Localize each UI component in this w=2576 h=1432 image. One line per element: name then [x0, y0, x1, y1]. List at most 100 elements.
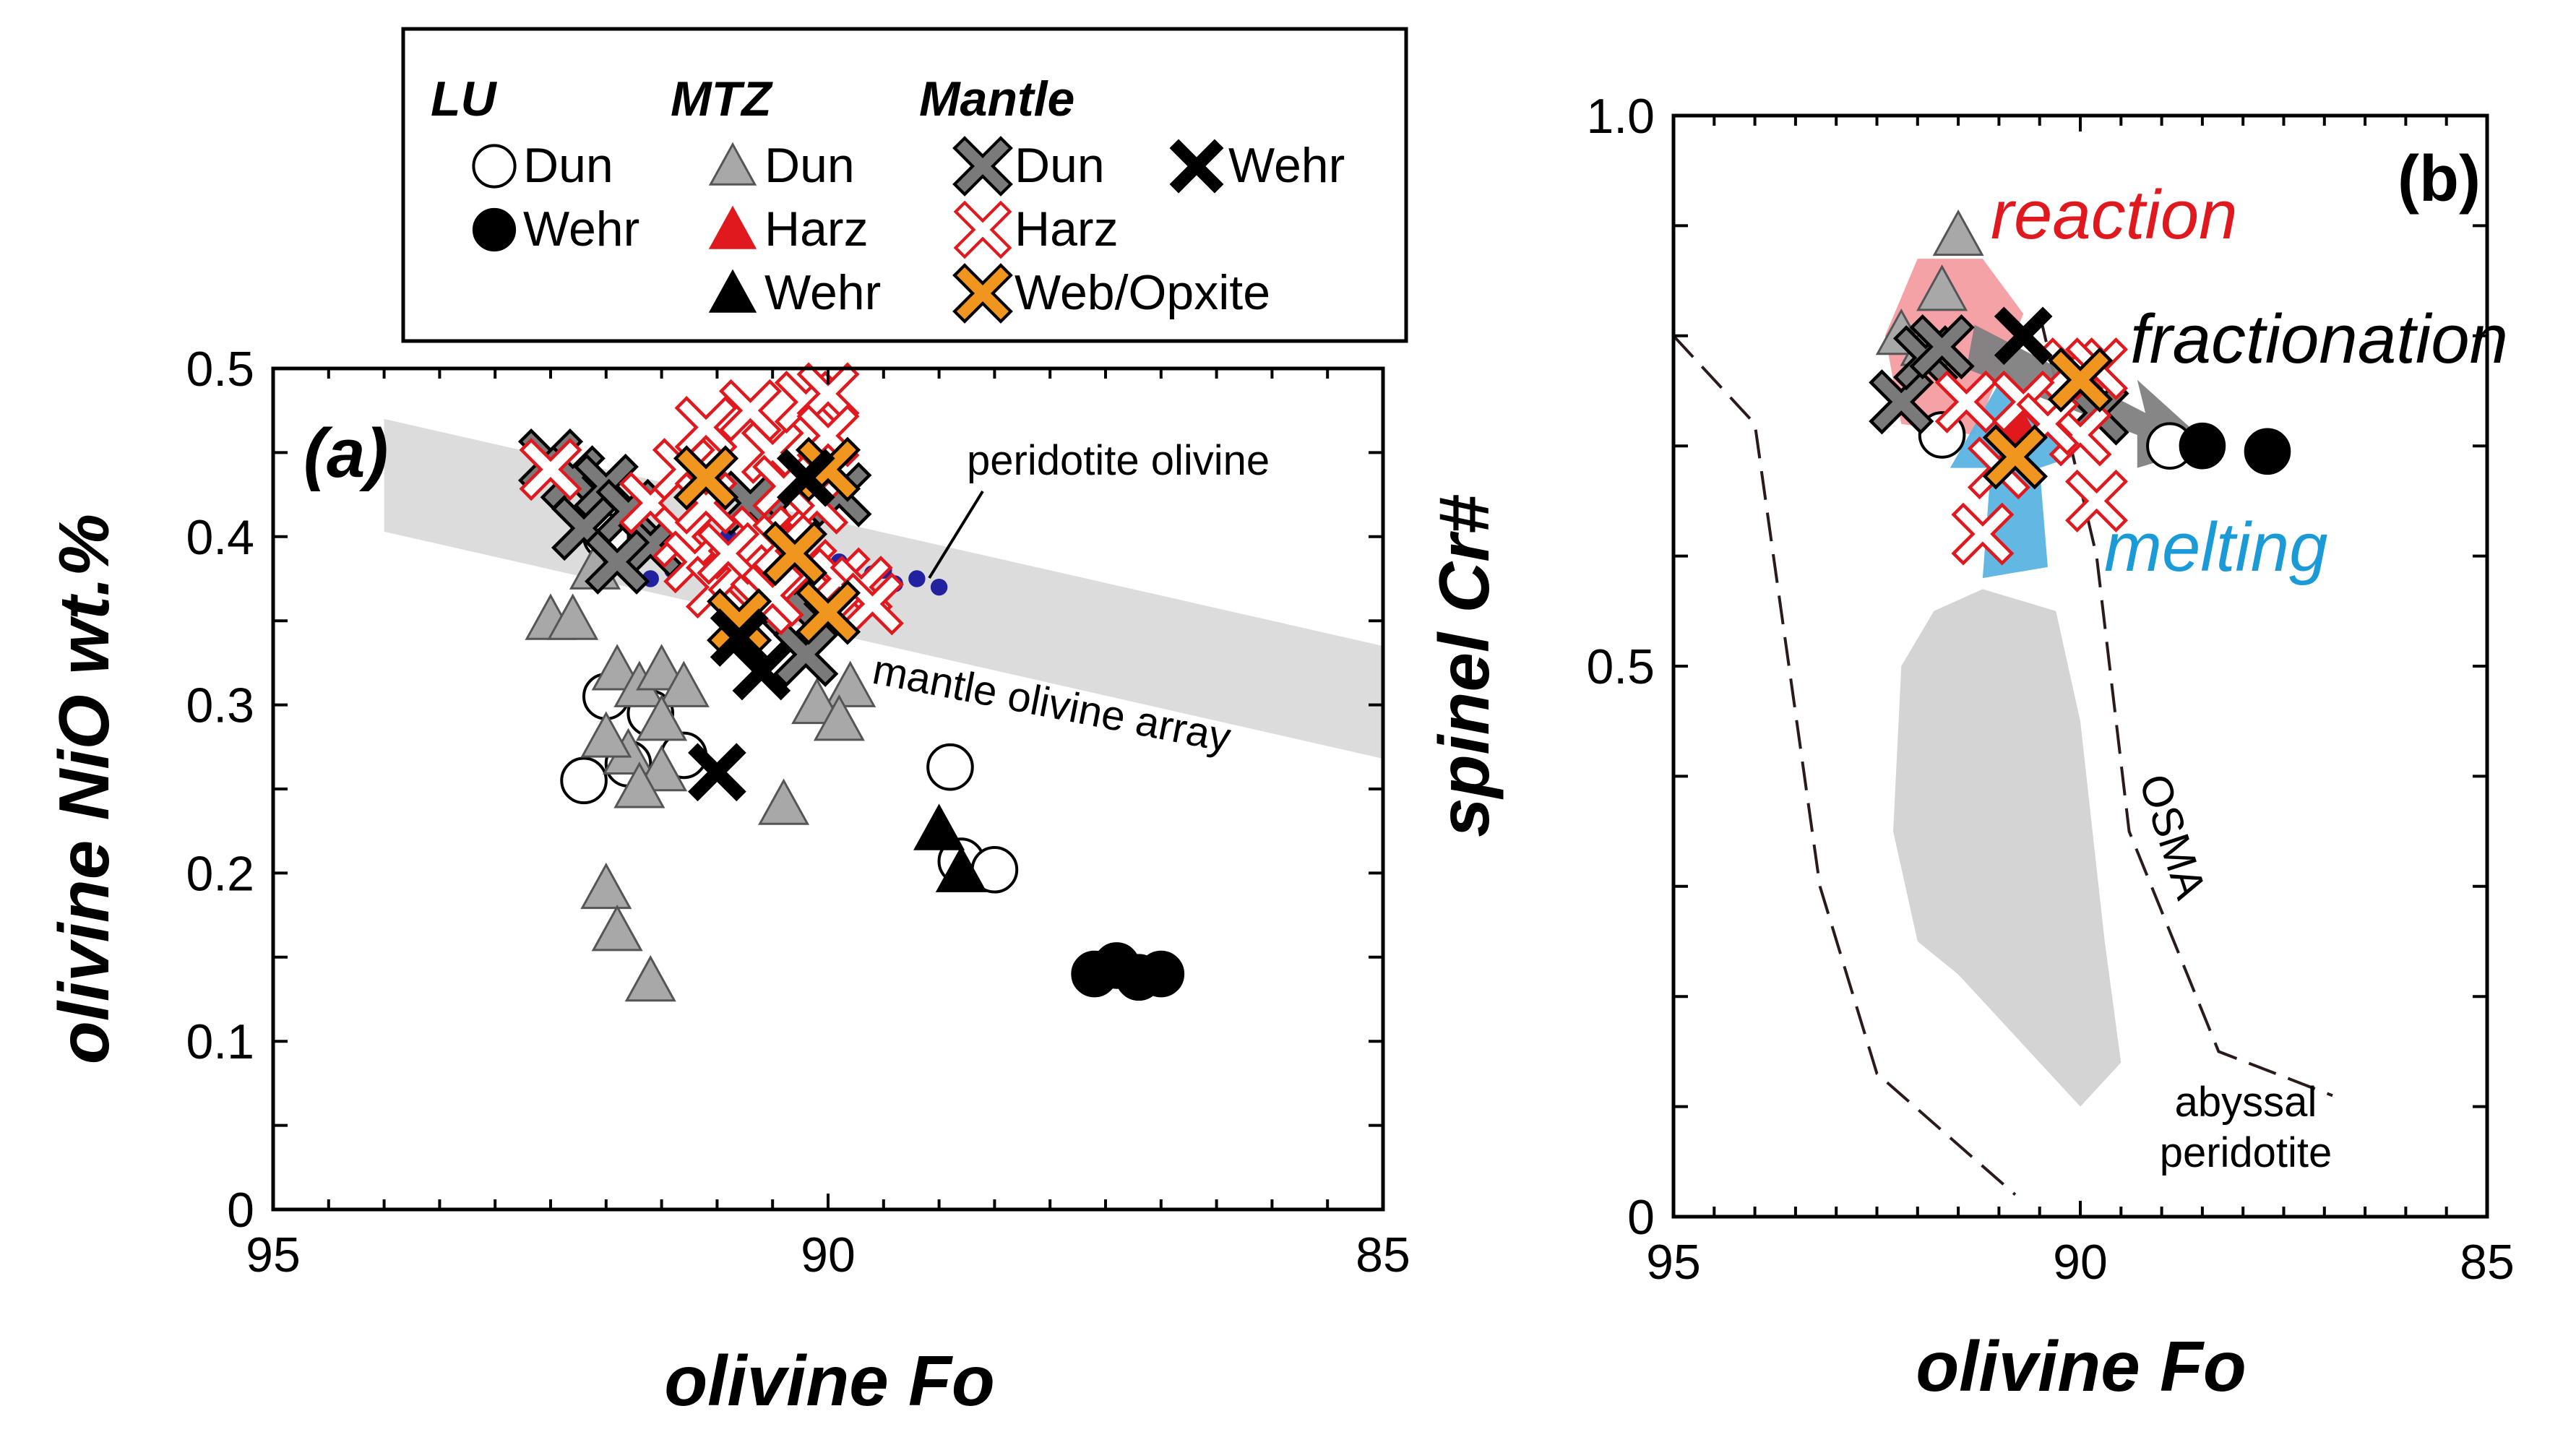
legend-marker-1-2: [708, 269, 757, 313]
legend-marker-0-1: [472, 207, 517, 252]
legend-marker-0-0: [472, 144, 517, 189]
panel-b-ytick-label: 0.5: [1586, 639, 1655, 694]
panel-a-point-triangle-gray-1: [547, 593, 599, 640]
osma-left-boundary: [1672, 335, 2017, 1196]
panel-a-point-x-orange-2: [762, 520, 828, 587]
panel-a-point-x-black-0: [776, 448, 835, 507]
panel-a-point-x-gray-11-stroke: [777, 626, 835, 683]
panel-b-point-x-red-open-0-stroke: [1939, 375, 1994, 429]
panel-a-ylabel: olivine NiO wt.%: [44, 514, 124, 1064]
panel-b-point-x-red-open-7-stroke: [1955, 506, 2010, 561]
panel-a: 95 90 85 0 0.1 0.2 0.3 0.4 0.5 (a) peridotite ol…: [44, 342, 1410, 1420]
panel-a-xtick-label: 95: [246, 1228, 301, 1282]
panel-b-point-circle-filled-1: [2244, 428, 2291, 475]
panel-a-point-triangle-gray-9: [580, 711, 632, 758]
legend-marker-2-2: [952, 263, 1013, 324]
panel-b-xtick-label: 85: [2460, 1235, 2515, 1290]
legend-mtz-harz: Harz: [764, 202, 869, 256]
panel-a-point-circle-open-3: [560, 756, 608, 805]
panel-a-point-x-gray-6-stroke: [589, 533, 645, 590]
panel-b-points: [1869, 209, 2291, 566]
panel-a-label: (a): [303, 415, 388, 492]
legend-marker-1-0: [708, 142, 757, 186]
panel-a-point-x-red-open-18-stroke: [812, 551, 866, 606]
panel-b-xlabel: olivine Fo: [1916, 1327, 2246, 1406]
panel-a-xtick-label: 90: [801, 1228, 856, 1282]
panel-a-point-x-red-open-3: [674, 395, 738, 459]
panel-b-point-x-red-open-0: [1934, 370, 1998, 434]
panel-b-point-x-black-0: [1994, 306, 2053, 366]
legend-mtz-dun: Dun: [764, 138, 855, 193]
panel-b-point-x-red-open-7: [1951, 502, 2015, 566]
panel-a-point-x-orange-4-stroke: [800, 584, 856, 641]
panel-a-point-triangle-gray-14: [813, 694, 865, 741]
melting-label: melting: [2104, 509, 2327, 586]
panel-b-point-x-orange-1-stroke: [1987, 428, 2043, 486]
panel-a-point-triangle-gray-17: [591, 905, 643, 952]
panel-a-ytick-label: 0.1: [186, 1014, 254, 1069]
panel-a-point-x-orange-2-stroke: [767, 525, 823, 582]
osma-right-boundary: [2038, 313, 2333, 1097]
panel-b-ylabel: spinel Cr#: [1424, 495, 1504, 837]
panel-a-point-circle-filled-3: [1137, 950, 1185, 998]
panel-a-ticks: 95 90 85 0 0.1 0.2 0.3 0.4 0.5: [186, 342, 1410, 1282]
legend-marker-2-2-stroke: [957, 267, 1009, 319]
panel-a-point-x-red-open-21: [697, 522, 760, 585]
panel-a-point-dot-blue-12: [908, 570, 926, 587]
panel-a-point-triangle-gray-8: [613, 762, 665, 808]
panel-a-ytick-label: 0.5: [186, 342, 254, 397]
panel-b-ytick-label: 1.0: [1586, 89, 1655, 144]
legend-mantle-dun: Dun: [1015, 138, 1105, 193]
panel-b-point-x-orange-0-stroke: [2052, 352, 2108, 408]
peridotite-olivine-leader: [928, 490, 984, 579]
panel-a-point-x-red-open-0-stroke: [523, 442, 578, 496]
panel-a-point-x-gray-11: [773, 621, 839, 687]
legend-marker-2-3: [1169, 139, 1224, 194]
reaction-label: reaction: [1991, 176, 2238, 254]
panel-a-point-x-black-2: [732, 642, 791, 701]
panel-a-ytick-label: 0.2: [186, 846, 254, 901]
panel-b-point-x-gray-2: [1909, 314, 1975, 380]
panel-a-point-x-red-open-22-stroke: [845, 577, 900, 631]
panel-a-point-x-red-open-7-stroke: [801, 366, 856, 421]
osma-label: OSMA: [2130, 768, 2215, 905]
panel-a-point-x-red-open-7: [796, 362, 860, 426]
legend-marker-2-0: [952, 136, 1013, 197]
panel-a-point-triangle-gray-7: [636, 744, 688, 792]
panel-a-points: [517, 362, 1185, 1002]
panel-a-point-x-black-2-stroke: [732, 642, 791, 701]
abyssal-peridotite-region: [1893, 589, 2121, 1107]
panel-a-point-x-red-open-22: [840, 572, 904, 636]
legend-mantle-webopx: Web/Opxite: [1015, 265, 1270, 320]
panel-a-point-x-red-open-0: [519, 438, 582, 501]
legend-marker-1-1: [708, 205, 757, 249]
panel-b-point-x-red-open-6-stroke: [2069, 474, 2124, 528]
legend-marker-2-1: [953, 200, 1012, 259]
panel-b-point-x-black-0-stroke: [1994, 306, 2053, 366]
panel-a-ytick-label: 0: [227, 1183, 254, 1238]
legend-marker-2-1-stroke: [957, 204, 1008, 255]
legend-marker-2-0-stroke: [957, 140, 1009, 192]
panel-b-point-triangle-gray-1: [1916, 264, 1968, 311]
legend: LU MTZ Mantle Dun Wehr Dun Harz Wehr Dun…: [401, 27, 1408, 343]
panel-a-point-triangle-gray-3: [591, 644, 643, 691]
panel-a-point-x-black-1: [710, 608, 769, 667]
panel-a-xlabel: olivine Fo: [664, 1341, 994, 1420]
panel-a-point-x-orange-0: [673, 445, 739, 511]
legend-lu-dun: Dun: [523, 138, 613, 193]
panel-a-ytick-label: 0.3: [186, 678, 254, 733]
panel-b-point-x-orange-0: [2047, 347, 2114, 413]
panel-b-xtick-label: 90: [2053, 1235, 2108, 1290]
legend-box: [401, 27, 1408, 343]
panel-a-point-triangle-gray-18: [624, 954, 676, 1002]
peridotite-olivine-label: peridotite olivine: [967, 437, 1270, 484]
panel-a-point-triangle-gray-16: [580, 862, 632, 910]
panel-a-point-x-red-open-4: [718, 379, 782, 442]
panel-a-point-x-black-0-stroke: [776, 448, 835, 507]
legend-title-lu: LU: [431, 72, 498, 126]
panel-b-point-triangle-gray-0: [1932, 209, 1984, 256]
panel-b-point-x-gray-0: [1869, 369, 1934, 435]
panel-a-point-triangle-gray-10: [658, 660, 710, 707]
panel-a-point-x-gray-6: [585, 529, 650, 595]
